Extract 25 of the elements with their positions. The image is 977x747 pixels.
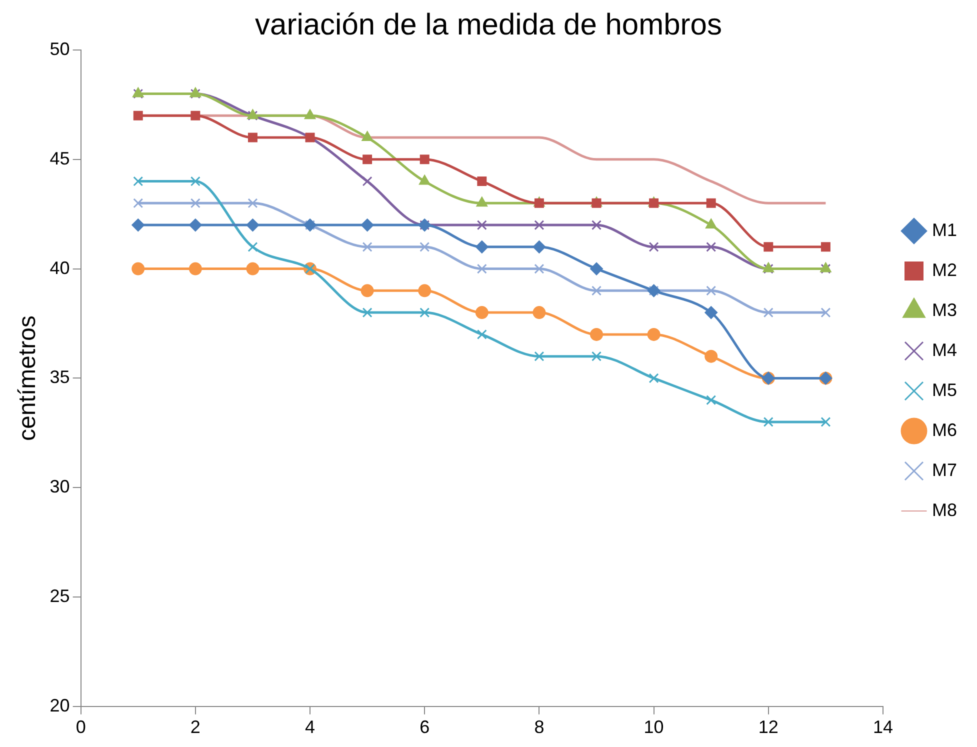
legend-label: M6 [932,420,958,440]
x-tick-label: 2 [190,717,200,738]
legend-label: M2 [932,260,958,280]
y-tick-label: 45 [50,148,70,168]
x-tick-label: 6 [420,717,430,738]
legend-label: M3 [932,300,958,320]
chart-title: variación de la medida de hombros [255,8,722,42]
legend-label: M1 [932,220,958,240]
y-tick-label: 40 [50,258,70,278]
x-tick-label: 12 [758,717,778,738]
y-tick-label: 25 [50,586,70,606]
x-tick-label: 10 [644,717,664,738]
x-tick-label: 0 [76,717,86,738]
y-tick-label: 35 [50,367,70,388]
y-axis-title: centímetros [14,316,42,441]
legend-label: M4 [932,340,958,360]
y-tick-label: 20 [50,695,70,716]
x-tick-label: 14 [872,717,894,738]
y-tick-label: 30 [50,476,70,497]
x-tick-label: 4 [305,717,316,738]
x-tick-label: 8 [534,717,544,738]
legend-label: M7 [932,460,958,480]
y-tick-label: 50 [50,38,70,59]
legend-label: M8 [932,500,958,520]
legend-label: M5 [932,380,958,400]
